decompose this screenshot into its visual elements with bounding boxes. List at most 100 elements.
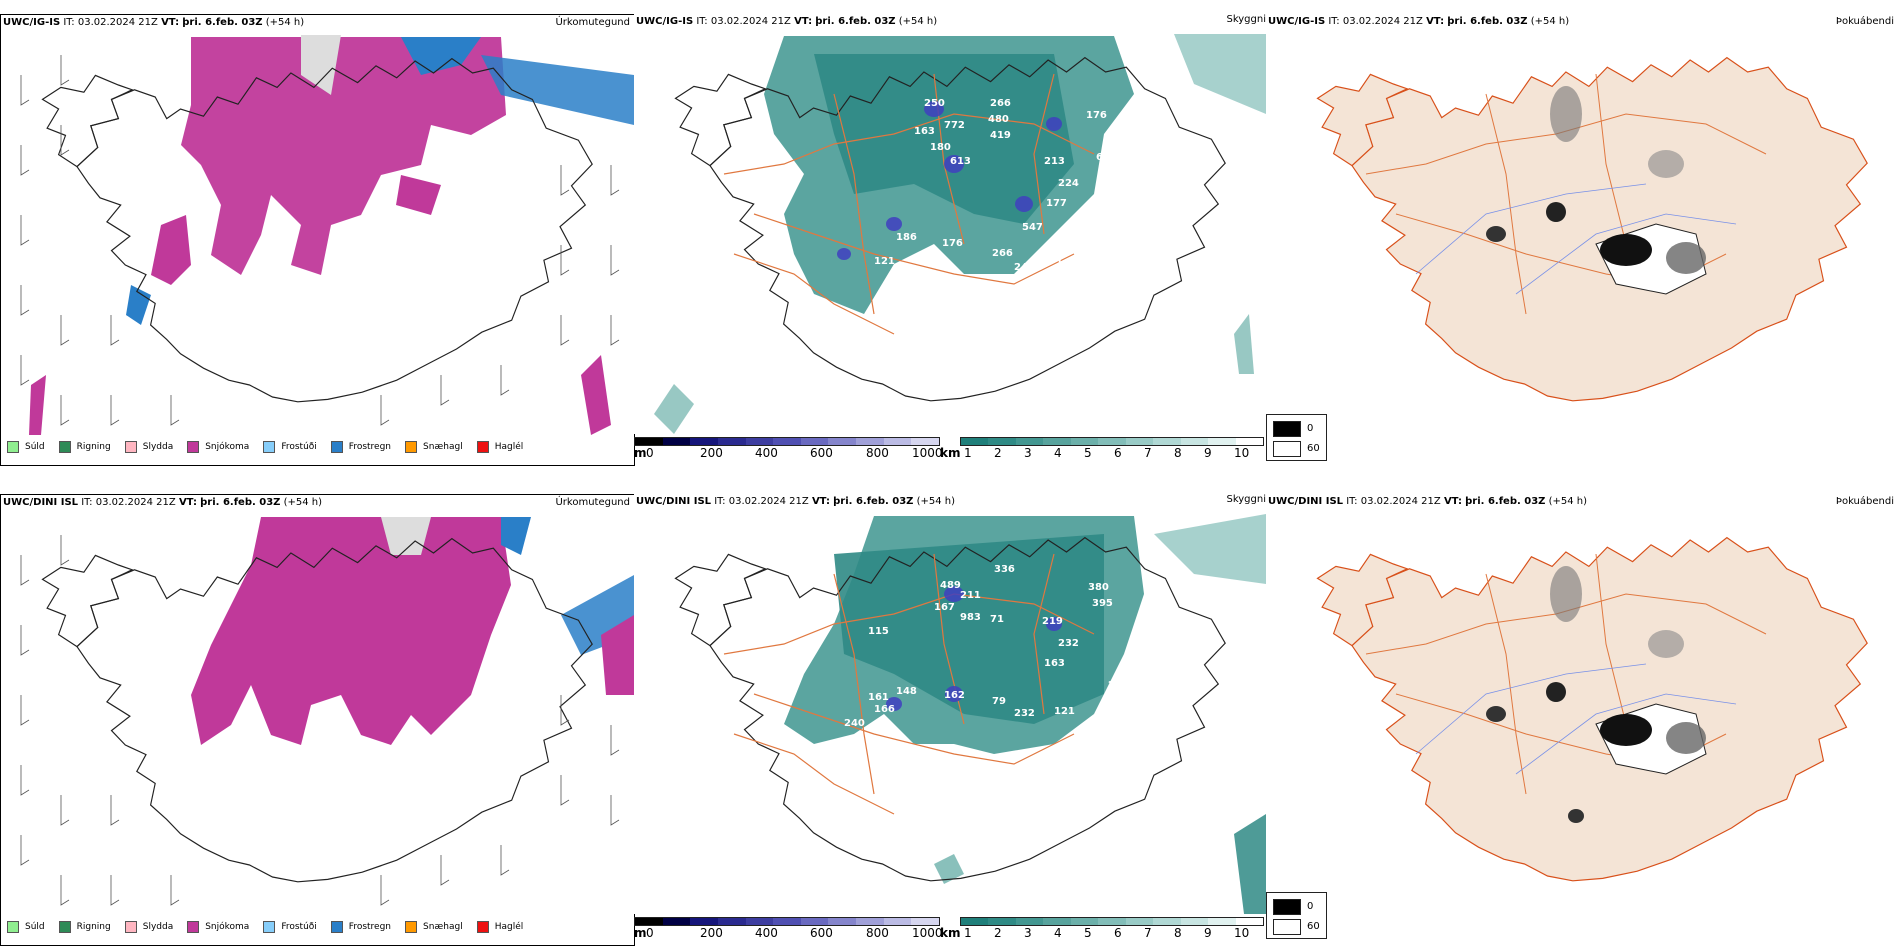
height-tick: 600 xyxy=(810,446,833,460)
legend-item: Frostúði xyxy=(263,441,317,453)
legend-item: Snjókoma xyxy=(187,921,249,933)
peak-label: 256 xyxy=(1118,706,1139,717)
vis-tick: 5 xyxy=(1084,926,1092,940)
peak-label: 336 xyxy=(994,564,1015,575)
peak-label: 176 xyxy=(1086,110,1107,121)
height-tick: 200 xyxy=(700,926,723,940)
precip-legend-1: Súld Rigning Slydda Snjókoma Frostúði Fr… xyxy=(7,441,537,453)
vis-tick: 6 xyxy=(1114,446,1122,460)
peak-label: 142 xyxy=(1056,258,1077,269)
vis-tick: 2 xyxy=(994,926,1002,940)
vis-tick: 2 xyxy=(994,446,1002,460)
peak-label: 395 xyxy=(1092,598,1113,609)
legend-item: Haglél xyxy=(476,921,523,933)
peak-label: 79 xyxy=(992,696,1006,707)
precip-type-panel-2: UWC/DINI ISL IT: 03.02.2024 21Z VT: þri.… xyxy=(0,494,635,946)
fog-map-1 xyxy=(1266,14,1900,434)
vis-tick: 3 xyxy=(1024,926,1032,940)
peak-label: 602 xyxy=(1096,152,1117,163)
height-tick: 0 xyxy=(646,926,654,940)
peak-label: 380 xyxy=(1088,582,1109,593)
height-tick: 1000 xyxy=(912,926,943,940)
legend-item: Frostregn xyxy=(330,921,391,933)
vis-tick: 1 xyxy=(964,446,972,460)
peak-label: 195 xyxy=(1116,258,1137,269)
peak-label: 232 xyxy=(1058,638,1079,649)
vis-tick: 1 xyxy=(964,926,972,940)
height-tick: 600 xyxy=(810,926,833,940)
peak-label: 250 xyxy=(924,98,945,109)
legend-item: Slydda xyxy=(124,921,173,933)
fog-legend-1: 0 60 xyxy=(1266,414,1327,461)
peak-label: 71 xyxy=(990,614,1004,625)
visibility-label-1: Skyggni xyxy=(1226,14,1266,25)
peak-label: 166 xyxy=(1142,602,1163,613)
peak-label: 121 xyxy=(874,256,895,267)
legend-item: Slydda xyxy=(124,441,173,453)
visibility-panel-2: 336 489 211 167 983 71 380 395 166 115 2… xyxy=(634,494,1266,944)
vis-tick: 9 xyxy=(1204,926,1212,940)
peak-label: 480 xyxy=(988,114,1009,125)
peak-label: 232 xyxy=(1014,708,1035,719)
vis-colorbar-2 xyxy=(960,917,1264,926)
fog-legend-2: 0 60 xyxy=(1266,892,1327,939)
peak-label: 163 xyxy=(914,126,935,137)
peak-label: 224 xyxy=(1058,178,1079,189)
precip-type-panel-1: UWC/IG-IS IT: 03.02.2024 21Z VT: þri. 6.… xyxy=(0,14,635,466)
fog-legend-label: 0 xyxy=(1307,423,1314,434)
peak-label: 219 xyxy=(1042,616,1063,627)
vis-tick: 8 xyxy=(1174,926,1182,940)
precip-type-map-1 xyxy=(1,15,634,435)
peak-label: 186 xyxy=(896,232,917,243)
visibility-label-2: Skyggni xyxy=(1226,494,1266,505)
peak-label: 489 xyxy=(940,580,961,591)
fog-map-2 xyxy=(1266,494,1900,914)
height-tick: 400 xyxy=(755,926,778,940)
fog-legend-label: 60 xyxy=(1307,921,1320,932)
legend-item: Haglél xyxy=(476,441,523,453)
visibility-map-2: 336 489 211 167 983 71 380 395 166 115 2… xyxy=(634,494,1266,914)
peak-label: 213 xyxy=(1044,156,1065,167)
height-tick: 800 xyxy=(866,926,889,940)
vis-tick: 8 xyxy=(1174,446,1182,460)
legend-item: Snæhagl xyxy=(405,921,463,933)
peak-label: 19 xyxy=(1112,234,1126,245)
visibility-panel-1: 250 266 163 772 480 419 180 613 176 602 … xyxy=(634,14,1266,464)
vis-tick: 10 xyxy=(1234,926,1250,940)
legend-item: Rigning xyxy=(58,921,111,933)
panel-title-2: UWC/DINI ISL IT: 03.02.2024 21Z VT: þri.… xyxy=(3,497,323,508)
peak-label: 166 xyxy=(874,704,895,715)
peak-label: 163 xyxy=(1044,658,1065,669)
peak-label: 772 xyxy=(944,120,965,131)
vis-unit-1: km xyxy=(940,446,961,460)
legend-item: Rigning xyxy=(58,441,111,453)
peak-label: 419 xyxy=(990,130,1011,141)
height-tick: 200 xyxy=(700,446,723,460)
peak-label: 951 xyxy=(1098,276,1119,287)
peak-label: 180 xyxy=(930,142,951,153)
peak-label: 613 xyxy=(950,156,971,167)
height-tick: 400 xyxy=(755,446,778,460)
panel-title-vis-2: UWC/DINI ISL IT: 03.02.2024 21Z VT: þri.… xyxy=(636,496,956,507)
precip-type-label-1: Úrkomutegund xyxy=(555,17,630,28)
fog-panel-1: UWC/IG-IS IT: 03.02.2024 21Z VT: þri. 6.… xyxy=(1266,14,1900,464)
peak-label: 36 xyxy=(1142,124,1156,135)
precip-type-map-2 xyxy=(1,495,634,915)
fog-label-2: Þokuábendi xyxy=(1835,496,1894,507)
vis-tick: 6 xyxy=(1114,926,1122,940)
peak-label: 148 xyxy=(896,686,917,697)
peak-label: 161 xyxy=(868,692,889,703)
fog-legend-label: 60 xyxy=(1307,443,1320,454)
legend-item: Frostregn xyxy=(330,441,391,453)
panel-title-vis-1: UWC/IG-IS IT: 03.02.2024 21Z VT: þri. 6.… xyxy=(636,16,938,27)
vis-tick: 5 xyxy=(1084,446,1092,460)
peak-label: 211 xyxy=(960,590,981,601)
peak-label: 547 xyxy=(1022,222,1043,233)
precip-type-label-2: Úrkomutegund xyxy=(555,497,630,508)
height-tick: 800 xyxy=(866,446,889,460)
peak-label: 162 xyxy=(944,690,965,701)
peak-label: 245 xyxy=(1014,262,1035,273)
legend-item: Súld xyxy=(7,921,45,933)
peak-label: 177 xyxy=(1046,198,1067,209)
height-tick: 1000 xyxy=(912,446,943,460)
